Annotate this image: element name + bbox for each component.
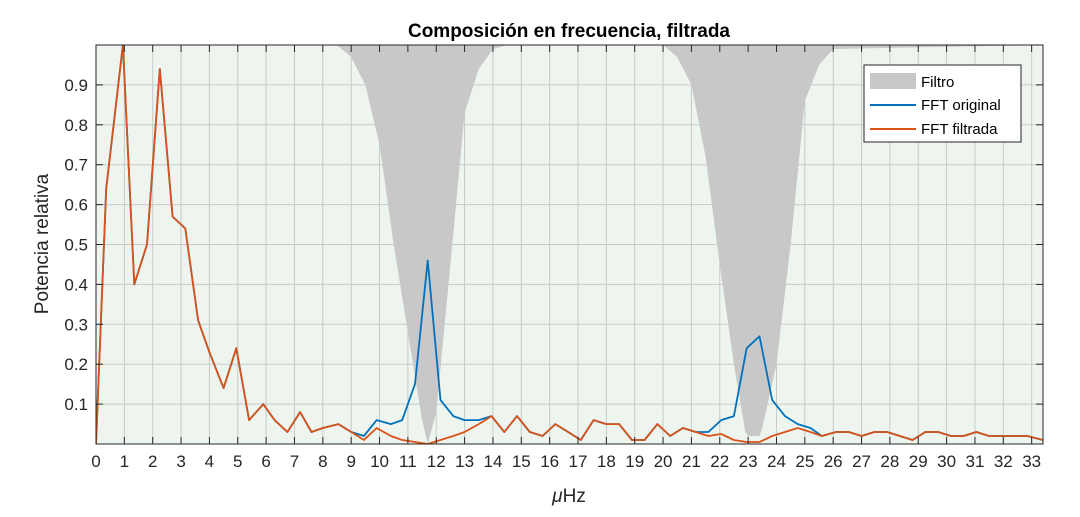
x-ticks: 0 1 2 3 4 5 6 7 8 9 10 11 12 13 14 15 16 17 18 19 20 21 22 23 24…	[91, 45, 1041, 471]
x-tick-label: 12	[427, 452, 446, 471]
x-tick-label: 32	[994, 452, 1013, 471]
y-tick-label: 0.8	[64, 116, 88, 135]
x-tick-label: 13	[455, 452, 474, 471]
x-tick-label: 4	[205, 452, 214, 471]
x-tick-label: 25	[795, 452, 814, 471]
y-tick-label: 0.5	[64, 236, 88, 255]
x-tick-label: 27	[852, 452, 871, 471]
x-tick-label: 10	[370, 452, 389, 471]
x-tick-label: 0	[91, 452, 100, 471]
chart-title: Composición en frecuencia, filtrada	[408, 21, 730, 42]
legend-label-fft-filtrada: FFT filtrada	[921, 121, 998, 138]
y-tick-label: 0.4	[64, 275, 88, 294]
x-axis-label-symbol: μ	[551, 486, 563, 507]
x-tick-label: 8	[318, 452, 327, 471]
x-tick-label: 17	[569, 452, 588, 471]
x-tick-label: 21	[682, 452, 701, 471]
x-tick-label: 26	[824, 452, 843, 471]
x-tick-label: 18	[597, 452, 616, 471]
x-tick-label: 31	[965, 452, 984, 471]
x-tick-label: 7	[290, 452, 299, 471]
x-tick-label: 6	[261, 452, 270, 471]
y-ticks: 0.1 0.2 0.3 0.4 0.5 0.6 0.7 0.8 0.9	[64, 76, 1043, 414]
x-tick-label: 23	[739, 452, 758, 471]
x-tick-label: 15	[512, 452, 531, 471]
x-tick-label: 2	[148, 452, 157, 471]
x-tick-label: 9	[346, 452, 355, 471]
x-tick-label: 30	[937, 452, 956, 471]
y-tick-label: 0.9	[64, 76, 88, 95]
y-tick-label: 0.1	[64, 395, 88, 414]
x-axis-label-unit: Hz	[563, 486, 586, 507]
x-tick-label: 14	[483, 452, 502, 471]
y-tick-label: 0.2	[64, 355, 88, 374]
y-tick-label: 0.6	[64, 196, 88, 215]
y-tick-label: 0.7	[64, 156, 88, 175]
x-tick-label: 5	[233, 452, 242, 471]
x-tick-label: 3	[176, 452, 185, 471]
legend-label-filtro: Filtro	[921, 74, 954, 91]
x-tick-label: 16	[540, 452, 559, 471]
legend-swatch-filtro	[870, 73, 916, 89]
x-tick-label: 1	[120, 452, 129, 471]
x-tick-label: 19	[625, 452, 644, 471]
y-tick-label: 0.3	[64, 315, 88, 334]
x-tick-label: 28	[880, 452, 899, 471]
x-tick-label: 29	[909, 452, 928, 471]
line-layer	[96, 45, 1043, 444]
y-axis-label: Potencia relativa	[32, 173, 53, 314]
x-tick-label: 24	[767, 452, 786, 471]
legend: Filtro FFT original FFT filtrada	[863, 64, 1022, 143]
x-tick-label: 33	[1022, 452, 1041, 471]
x-axis-label: μHz	[551, 486, 586, 507]
x-tick-label: 11	[399, 452, 417, 471]
legend-label-fft-original: FFT original	[921, 97, 1001, 114]
fft-filtrada-line	[96, 45, 1043, 444]
x-tick-label: 20	[654, 452, 673, 471]
x-tick-label: 22	[710, 452, 729, 471]
